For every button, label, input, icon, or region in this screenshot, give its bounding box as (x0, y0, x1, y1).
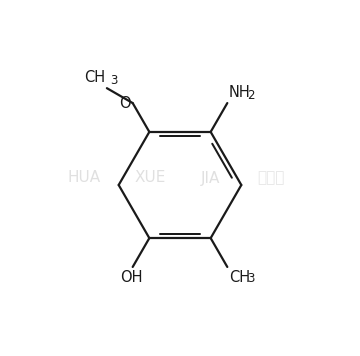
Text: 3: 3 (247, 272, 255, 284)
Text: XUE: XUE (134, 171, 166, 185)
Text: 化学加: 化学加 (257, 171, 284, 185)
Text: O: O (119, 95, 131, 111)
Text: 3: 3 (111, 74, 118, 87)
Text: NH: NH (229, 85, 251, 100)
Text: HUA: HUA (68, 171, 101, 185)
Text: CH: CH (84, 70, 105, 85)
Text: 2: 2 (247, 89, 255, 102)
Text: CH: CH (229, 270, 250, 285)
Text: OH: OH (120, 270, 142, 285)
Text: JIA: JIA (201, 171, 220, 185)
